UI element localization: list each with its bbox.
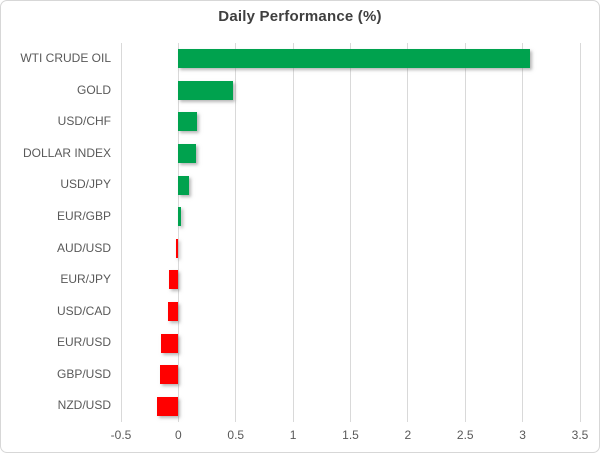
gridline [407, 43, 409, 422]
bar-gbp-usd [160, 365, 179, 385]
category-label: AUD/USD [56, 240, 111, 255]
x-tick-label: 0.5 [227, 428, 245, 442]
gridline [292, 43, 294, 422]
bar-usd-chf [178, 112, 197, 132]
category-label: GOLD [76, 82, 111, 97]
category-label: NZD/USD [57, 398, 111, 413]
x-tick-label: 0 [175, 428, 182, 442]
bar-eur-gbp [178, 207, 181, 227]
gridline [235, 43, 237, 422]
bar-gold [178, 80, 234, 100]
gridline [522, 43, 524, 422]
x-tick-label: 1 [289, 428, 297, 442]
category-label: GBP/USD [56, 366, 111, 381]
bar-nzd-usd [156, 396, 179, 416]
category-label: USD/JPY [60, 177, 111, 192]
category-axis: WTI CRUDE OIL GOLD USD/CHF DOLLAR INDEX USD/… [1, 43, 111, 422]
x-tick-label: 2 [404, 428, 412, 442]
x-tick-label: 1.5 [342, 428, 359, 442]
category-label: USD/CAD [56, 303, 111, 318]
gridline [177, 43, 179, 422]
bar-usd-jpy [178, 175, 189, 195]
category-label: EUR/USD [56, 335, 111, 350]
bar-dollar-index [178, 144, 196, 164]
bar-eur-usd [161, 333, 179, 353]
category-label: DOLLAR INDEX [22, 145, 111, 160]
x-tick-label: 3.5 [571, 428, 589, 442]
gridline [464, 43, 466, 422]
x-tick-label: 3 [519, 428, 526, 442]
chart-title: Daily Performance (%) [218, 8, 382, 25]
category-label: USD/CHF [57, 114, 111, 129]
bar-usd-cad [168, 301, 179, 321]
x-tick-label: -0.5 [110, 428, 132, 442]
category-label: WTI CRUDE OIL [20, 51, 111, 65]
gridline [579, 43, 581, 422]
plot-area [120, 43, 581, 422]
bar-eur-jpy [169, 270, 179, 290]
bar-wti-crude-oil [178, 49, 530, 69]
category-label: EUR/GBP [56, 208, 111, 223]
x-tick-label: 2.5 [456, 428, 474, 442]
value-axis: -0.5 0 0.5 1 1.5 2 2.5 3 3.5 [1, 428, 599, 446]
gridline [120, 43, 122, 422]
bar-aud-usd [176, 238, 179, 258]
category-label: EUR/JPY [60, 272, 111, 287]
gridline [350, 43, 351, 422]
